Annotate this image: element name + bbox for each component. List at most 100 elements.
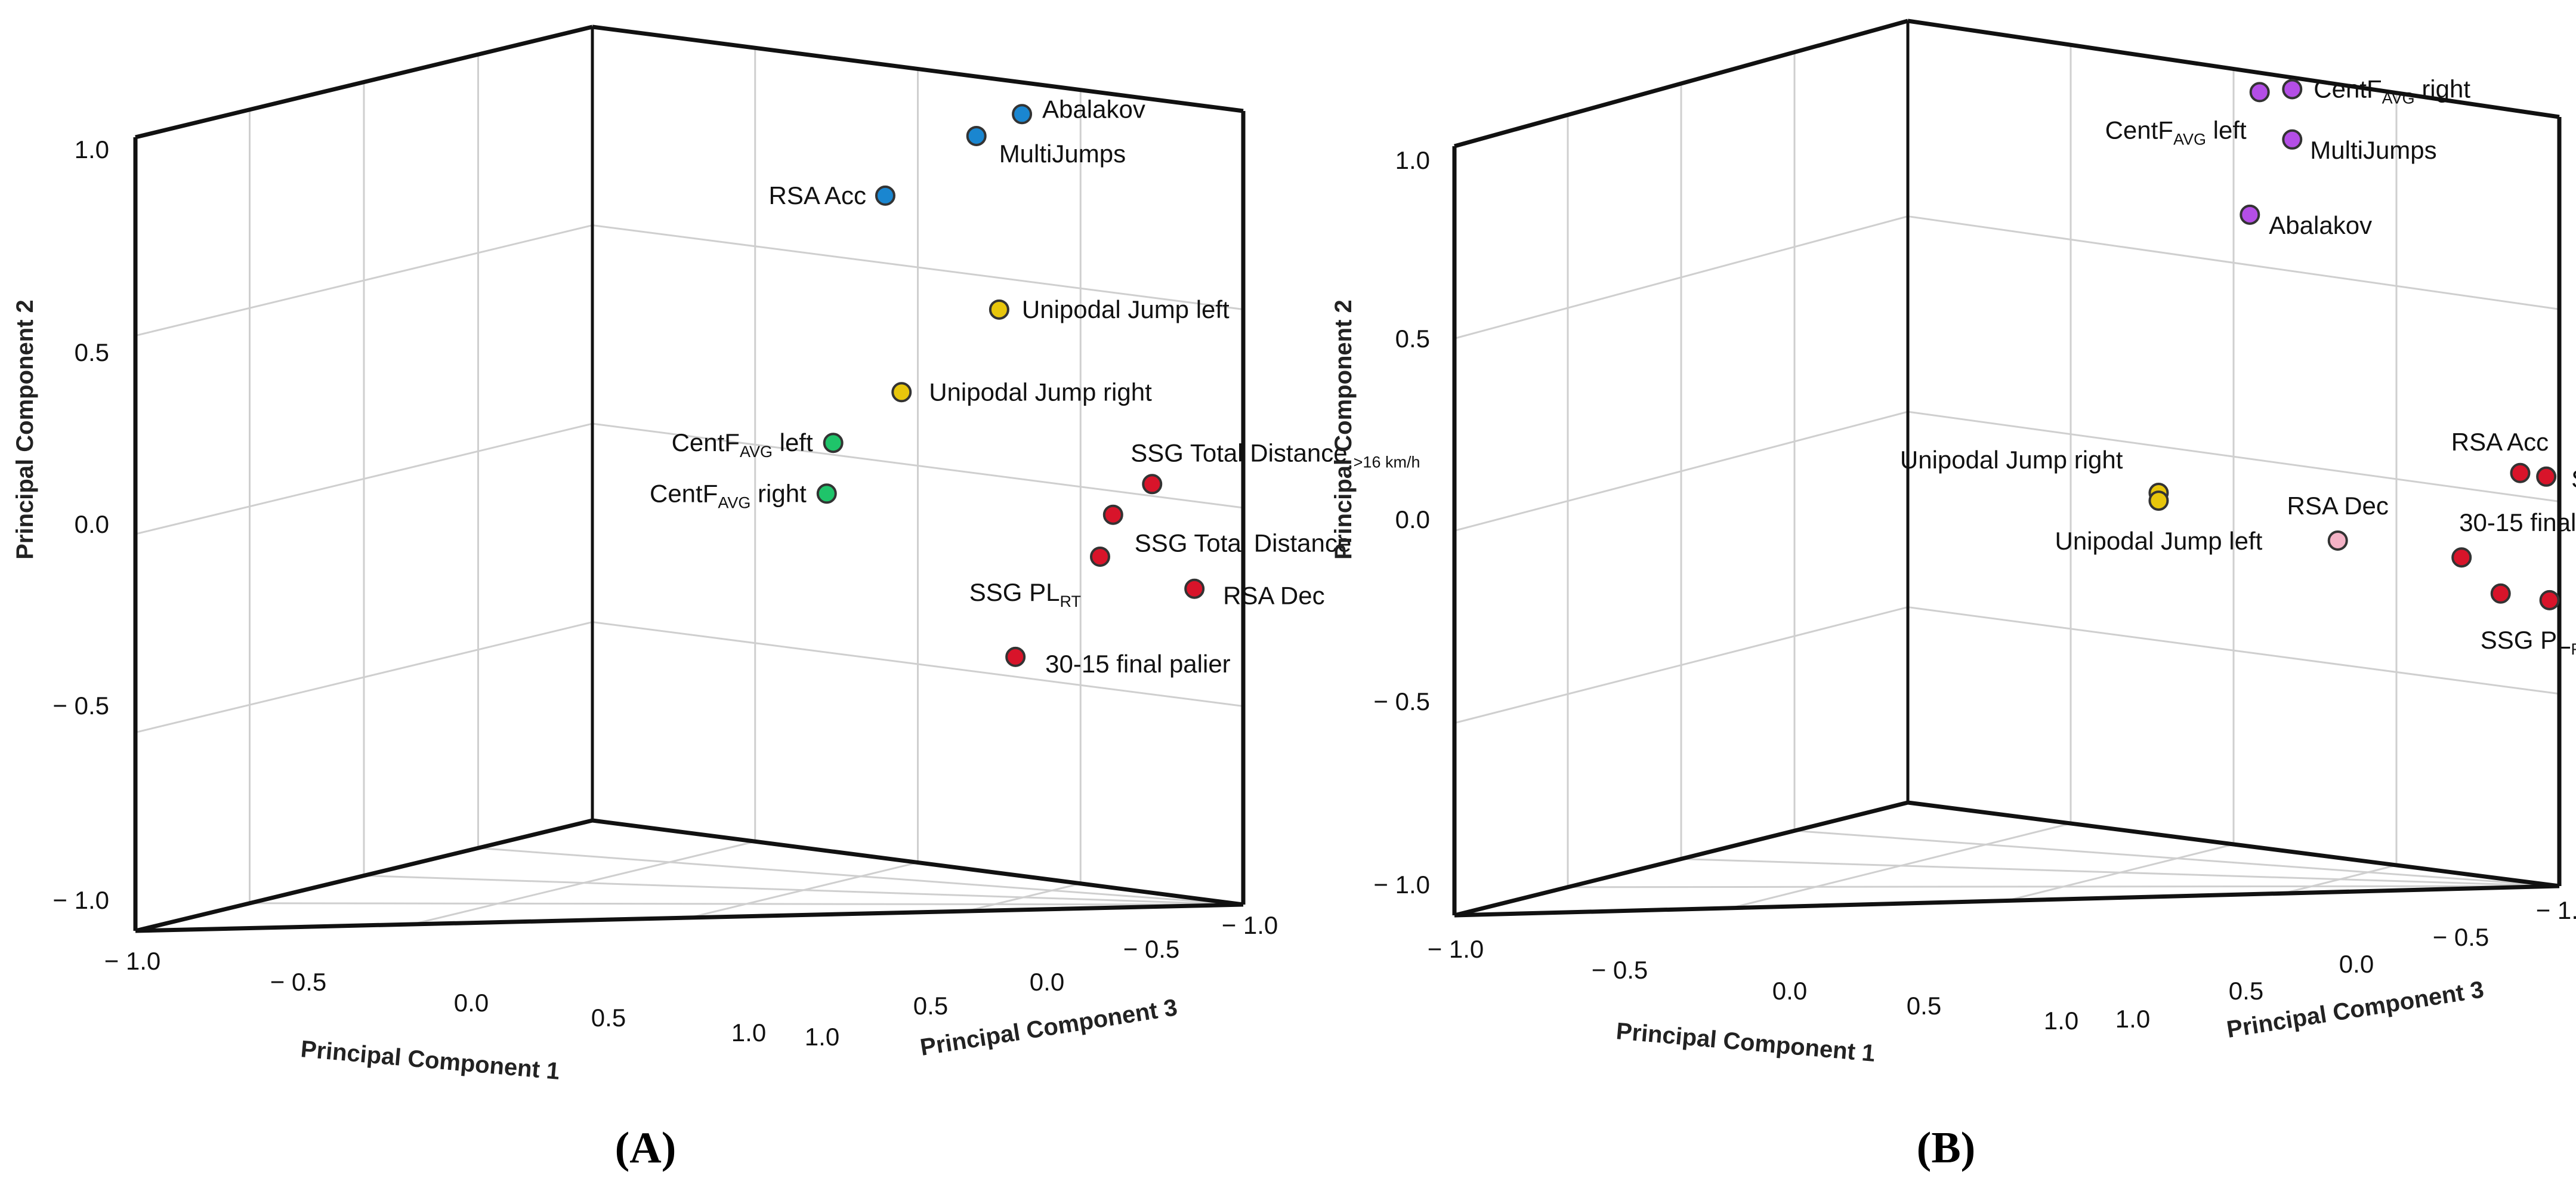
data-label: SSG PLRT bbox=[2481, 626, 2576, 658]
y-tick-label: 1.0 bbox=[1395, 146, 1430, 174]
z-tick-label: − 1.0 bbox=[1222, 911, 1278, 939]
floor-line bbox=[2282, 864, 2397, 894]
axis-box bbox=[1452, 18, 2562, 918]
data-label-name: SSG PL bbox=[2481, 626, 2571, 654]
x-tick-label: − 0.5 bbox=[270, 968, 327, 996]
x-axis-title: Principal Component 1 bbox=[299, 1036, 561, 1085]
axis-line-top-left bbox=[135, 24, 593, 140]
data-label-name: Unipodal Jump right bbox=[929, 378, 1152, 406]
y-tick-label: 0.5 bbox=[75, 338, 109, 366]
chart-panel-b: − 1.0 − 0.5 0.0 0.5 1.0 − 1.0 − 0.5 0.0 0.5 1.0 1.… bbox=[1330, 18, 2576, 1172]
data-label: Unipodal Jump left bbox=[2055, 527, 2262, 555]
grid-line-y bbox=[1454, 606, 2560, 724]
z-tick-label: 0.5 bbox=[913, 992, 948, 1020]
data-label-subscript: AVG bbox=[740, 443, 773, 461]
data-point bbox=[2490, 583, 2511, 604]
chart-panel-a: − 1.0 − 0.5 0.0 0.5 1.0 − 1.0 − 0.5 0.0 0.5 1.0 1.… bbox=[12, 24, 1420, 1172]
data-label: 30-15 final palier bbox=[1045, 650, 1231, 678]
z-tick-label: − 0.5 bbox=[1123, 935, 1180, 963]
floor-line bbox=[689, 862, 918, 919]
data-label: SSG Total Distance bbox=[2571, 465, 2576, 493]
z-tick-label: 0.5 bbox=[2229, 977, 2263, 1005]
z-tick-label: 1.0 bbox=[805, 1023, 839, 1051]
data-label-name: 30-15 final palier bbox=[2459, 508, 2576, 536]
grid-line-y bbox=[1454, 20, 2560, 147]
data-label-name: MultiJumps bbox=[999, 140, 1126, 168]
data-label-suffix: right bbox=[2415, 75, 2471, 103]
data-label: SSG Total Distance bbox=[1135, 529, 1351, 557]
data-label-name: CentF bbox=[2314, 75, 2382, 103]
axis-line-bottom-left bbox=[1454, 800, 1908, 918]
data-label-name: Unipodal Jump left bbox=[1022, 295, 1230, 323]
data-label-name: CentF bbox=[672, 428, 740, 456]
data-label: RSA Acc bbox=[2451, 428, 2549, 456]
data-label: Unipodal Jump left bbox=[1022, 295, 1230, 323]
data-label: Unipodal Jump right bbox=[929, 378, 1152, 406]
z-tick-label: − 0.5 bbox=[2433, 923, 2489, 951]
data-label: 30-15 final palier bbox=[2459, 508, 2576, 536]
x-tick-label: 0.5 bbox=[1907, 992, 1941, 1020]
data-label: SSG Total Distance >16 km/h bbox=[1131, 439, 1420, 471]
x-axis-title: Principal Component 1 bbox=[1615, 1018, 1876, 1067]
data-label: CentFAVG left bbox=[672, 428, 813, 461]
z-tick-label: − 1.0 bbox=[2536, 896, 2576, 924]
axis-line-top-back bbox=[1907, 18, 2560, 119]
y-axis-title: Principal Component 2 bbox=[1330, 300, 1357, 560]
y-tick-label: 0.5 bbox=[1395, 325, 1430, 353]
data-label-name: RSA Dec bbox=[2287, 492, 2389, 520]
data-point bbox=[1089, 547, 1110, 567]
data-label-name: CentF bbox=[650, 479, 718, 507]
y-tick-label: 1.0 bbox=[75, 135, 109, 163]
data-label: RSA Acc bbox=[769, 181, 866, 209]
y-axis-title: Principal Component 2 bbox=[12, 300, 38, 560]
data-label-name: CentF bbox=[2105, 116, 2173, 144]
data-label-name: SSG Total Distance bbox=[1131, 439, 1347, 467]
floor-line bbox=[478, 847, 1244, 906]
data-label: RSA Dec bbox=[1223, 582, 1324, 610]
data-label-name: Abalakov bbox=[2269, 211, 2372, 239]
data-label-name: RSA Dec bbox=[1223, 582, 1324, 610]
grid-line-y bbox=[1454, 801, 2560, 917]
data-point bbox=[1184, 578, 1205, 599]
data-point bbox=[966, 125, 987, 146]
data-label-name: MultiJumps bbox=[2310, 136, 2436, 164]
data-label-subscript: AVG bbox=[2382, 89, 2415, 107]
data-label: CentFAVG right bbox=[2314, 75, 2470, 107]
data-point bbox=[2282, 79, 2303, 100]
data-point bbox=[816, 483, 837, 504]
data-point bbox=[2327, 530, 2348, 551]
data-label-name: SSG Total Distance bbox=[1135, 529, 1351, 557]
y-tick-label: 0.0 bbox=[1395, 505, 1430, 533]
data-point bbox=[1142, 474, 1163, 495]
x-tick-label: 0.0 bbox=[454, 989, 489, 1017]
x-tick-label: − 1.0 bbox=[104, 947, 161, 975]
data-point bbox=[2451, 547, 2472, 568]
y-tick-label: 0.0 bbox=[75, 510, 109, 538]
data-point bbox=[891, 382, 912, 403]
data-label-name: 30-15 final palier bbox=[1045, 650, 1231, 678]
x-tick-label: 1.0 bbox=[731, 1019, 766, 1047]
data-label-subscript: AVG bbox=[2173, 130, 2206, 148]
data-point bbox=[2148, 490, 2169, 511]
y-tick-label: − 0.5 bbox=[1373, 687, 1430, 715]
data-label-suffix: right bbox=[750, 479, 807, 507]
floor-line bbox=[2006, 843, 2234, 902]
x-tick-label: 1.0 bbox=[2044, 1007, 2078, 1035]
data-label: CentFAVG right bbox=[650, 479, 807, 511]
x-tick-label: − 1.0 bbox=[1428, 935, 1484, 963]
data-label-subscript: RT bbox=[1060, 593, 1081, 610]
data-label-name: Abalakov bbox=[1042, 95, 1145, 123]
x-tick-label: 0.0 bbox=[1772, 977, 1807, 1005]
axis-line-bottom-back bbox=[1907, 800, 2560, 888]
data-point bbox=[989, 299, 1009, 320]
data-point bbox=[2240, 204, 2260, 225]
data-label-subscript: >16 km/h bbox=[1354, 453, 1420, 471]
data-label-suffix: left bbox=[2206, 116, 2247, 144]
z-tick-label: 0.0 bbox=[1030, 968, 1064, 996]
panel-caption: (B) bbox=[1917, 1124, 1976, 1172]
y-tick-label: − 1.0 bbox=[52, 886, 109, 914]
data-point bbox=[823, 433, 844, 453]
panel-caption: (A) bbox=[615, 1124, 677, 1172]
axis-line-bottom-front bbox=[135, 902, 1244, 933]
z-axis-title: Principal Component 3 bbox=[2225, 976, 2485, 1043]
